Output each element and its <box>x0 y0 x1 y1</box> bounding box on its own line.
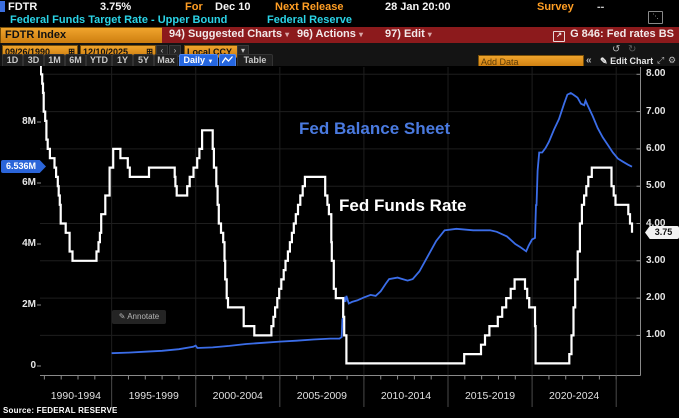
survey-label: Survey <box>537 1 574 13</box>
y-left-tick-label: 4M <box>22 238 36 249</box>
source-attribution: Source: FEDERAL RESERVE <box>3 406 118 415</box>
y-right-tick-label: 1.00 <box>646 329 666 341</box>
security-ticker-input[interactable]: FDTR Index <box>0 27 166 44</box>
annotate-button[interactable]: ✎ Annotate <box>112 310 166 324</box>
pencil-icon: ✎ <box>118 312 126 321</box>
chevron-down-icon: ▾ <box>427 30 432 39</box>
chevron-down-icon: ▼ <box>207 59 214 65</box>
y-left-tick-label: 2M <box>22 299 36 310</box>
chevron-down-icon: ▾ <box>358 30 363 39</box>
x-axis-bin-label: 2000-2004 <box>212 390 263 402</box>
y-right-tick-label: 4.00 <box>646 217 666 229</box>
x-axis-bin-label: 1995-1999 <box>128 390 179 402</box>
y-right-tick-label: 5.00 <box>646 180 666 192</box>
x-axis-bin-label: 2005-2009 <box>296 390 347 402</box>
calendar-icon[interactable]: ⊞ <box>146 46 153 56</box>
y-left-tick-label: 8M <box>22 116 36 127</box>
y-left-tick-label: 6M <box>22 177 36 188</box>
chart-canvas[interactable]: 0 2M 4M 6M 8M 1.00 2.00 3.00 4.00 5.00 6.00 7.00 8.0… <box>0 66 679 407</box>
redo-icon[interactable]: ↻ <box>628 44 637 55</box>
x-axis-bin-label: 2010-2014 <box>380 390 432 402</box>
chart-plot <box>37 66 641 407</box>
ticker-symbol: FDTR <box>8 1 38 13</box>
menu-suggested-charts[interactable]: 94) Suggested Charts ▾ <box>169 28 290 40</box>
series-fed-balance-sheet <box>111 91 633 355</box>
survey-value: -- <box>597 1 605 13</box>
pencil-icon: ✎ <box>600 56 608 66</box>
balance-sheet-series-label: Fed Balance Sheet <box>299 119 451 138</box>
next-release-value: 28 Jan 20:00 <box>385 1 451 13</box>
series-fed-funds-rate <box>40 66 634 365</box>
collapse-panel-icon[interactable]: « <box>586 55 592 66</box>
calendar-icon[interactable]: ⊞ <box>68 46 75 56</box>
chevron-down-icon: ▾ <box>285 30 290 39</box>
for-label: For <box>185 1 203 13</box>
menu-actions[interactable]: 96) Actions ▾ <box>297 28 363 40</box>
y-right-tick-label: 6.00 <box>646 142 666 154</box>
expand-icon[interactable]: ⤢ <box>657 55 665 65</box>
y-right-tick-label: 7.00 <box>646 105 666 117</box>
undo-icon[interactable]: ↺ <box>612 44 621 55</box>
settings-gear-icon[interactable]: ⚙ <box>668 55 677 65</box>
last-value: 3.75% <box>100 1 132 13</box>
balance-last-value-badge: 6.536M <box>1 160 46 173</box>
x-axis-bin-label: 2020-2024 <box>549 390 600 402</box>
security-description: Federal Funds Target Rate - Upper Bound <box>10 14 228 26</box>
screen-grab-icon[interactable]: ⋱ <box>648 11 663 24</box>
edit-chart-button[interactable]: ✎ Edit Chart <box>600 56 654 66</box>
text-cursor-block <box>0 1 5 12</box>
y-right-tick-label: 3.00 <box>646 254 666 266</box>
y-left-tick-label: 0 <box>30 360 36 371</box>
rate-last-value-badge: 3.75 <box>645 226 679 239</box>
line-chart-icon <box>221 56 233 64</box>
chart-id-title: ↗ G 846: Fed rates BS <box>553 28 674 42</box>
menu-edit[interactable]: 97) Edit ▾ <box>385 28 432 40</box>
x-axis-bin-label: 2015-2019 <box>464 390 516 402</box>
fed-funds-rate-series-label: Fed Funds Rate <box>339 196 467 215</box>
y-right-tick-label: 8.00 <box>646 68 666 80</box>
for-date: Dec 10 <box>215 1 251 13</box>
issuer-name: Federal Reserve <box>267 14 352 26</box>
next-release-label: Next Release <box>275 1 344 13</box>
y-right-tick-label: 2.00 <box>646 292 666 304</box>
launch-icon[interactable]: ↗ <box>553 31 566 42</box>
x-axis-bin-label: 1990-1994 <box>50 390 101 402</box>
menu-bar: 94) Suggested Charts ▾ 96) Actions ▾ 97)… <box>162 27 679 43</box>
